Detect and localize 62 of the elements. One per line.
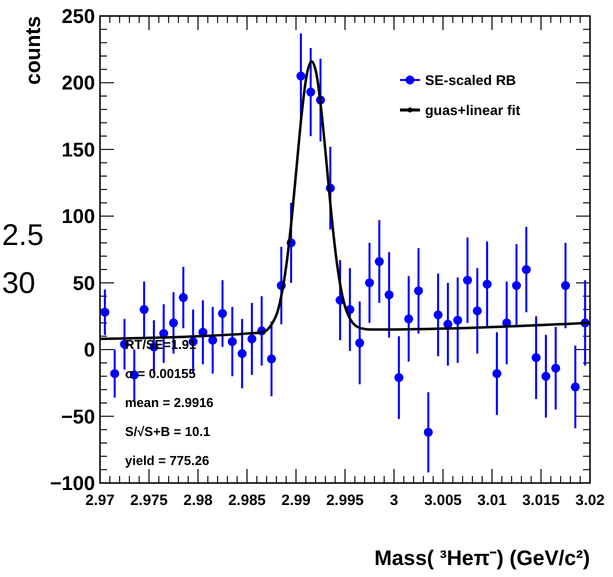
point (228, 337, 237, 346)
point (551, 364, 560, 373)
point (178, 293, 188, 302)
point (355, 338, 364, 348)
y-tick-label: 50 (72, 272, 95, 295)
x-tick-label: 3.01 (477, 492, 507, 509)
x-tick-label: 3 (390, 492, 398, 509)
point (100, 308, 110, 317)
annotation: yield = 775.26 (125, 453, 210, 468)
point (482, 280, 492, 289)
text: 30 (2, 267, 36, 300)
point (110, 369, 120, 378)
y-tick-label: 150 (62, 139, 95, 162)
point (414, 286, 423, 296)
x-tick-label: 2.98 (183, 492, 213, 509)
point (453, 316, 462, 325)
annotation: mean = 2.9916 (125, 395, 214, 410)
point (394, 373, 404, 382)
y-tick-label: 200 (62, 72, 95, 95)
point (512, 281, 521, 290)
point (247, 334, 256, 344)
x-tick-label: 3.02 (575, 492, 605, 509)
legend-label: guas+linear fit (425, 102, 521, 118)
point (570, 382, 580, 392)
y-tick-label: 100 (62, 206, 95, 228)
y-tick-label: 250 (62, 6, 95, 28)
point (218, 309, 227, 318)
point (384, 290, 394, 300)
x-tick-label: 3.015 (522, 492, 560, 509)
point (541, 372, 550, 381)
point (434, 310, 443, 320)
point (561, 281, 570, 290)
point (463, 276, 472, 285)
point (492, 369, 502, 378)
point (522, 265, 531, 274)
point (306, 88, 316, 97)
x-tick-label: 2.97 (85, 492, 115, 509)
point (532, 353, 541, 362)
point (267, 354, 276, 364)
text: 2.5 (2, 219, 44, 252)
point (238, 349, 247, 358)
x-tick-label: 2.995 (326, 492, 364, 509)
y-axis-title: counts (22, 16, 45, 85)
legend-label: SE-scaled RB (425, 72, 516, 88)
point (472, 306, 482, 316)
point (404, 314, 414, 324)
point (169, 318, 178, 328)
y-tick-label: −50 (61, 406, 95, 428)
x-axis-title: Mass( ³Heπ⁻) (GeV/c²) (374, 547, 590, 570)
point (365, 278, 374, 288)
x-tick-label: 2.99 (281, 492, 311, 509)
x-tick-label: 2.975 (130, 492, 168, 509)
point (140, 305, 149, 314)
annotation: S/√S+B = 10.1 (125, 424, 210, 439)
point (208, 336, 218, 345)
point (296, 72, 306, 81)
point (424, 428, 433, 437)
x-tick-label: 3.005 (424, 492, 462, 509)
y-tick-label: 0 (84, 340, 95, 362)
x-tick-label: 2.985 (228, 492, 266, 509)
y-tick-label: −100 (50, 473, 95, 495)
point (374, 257, 384, 266)
